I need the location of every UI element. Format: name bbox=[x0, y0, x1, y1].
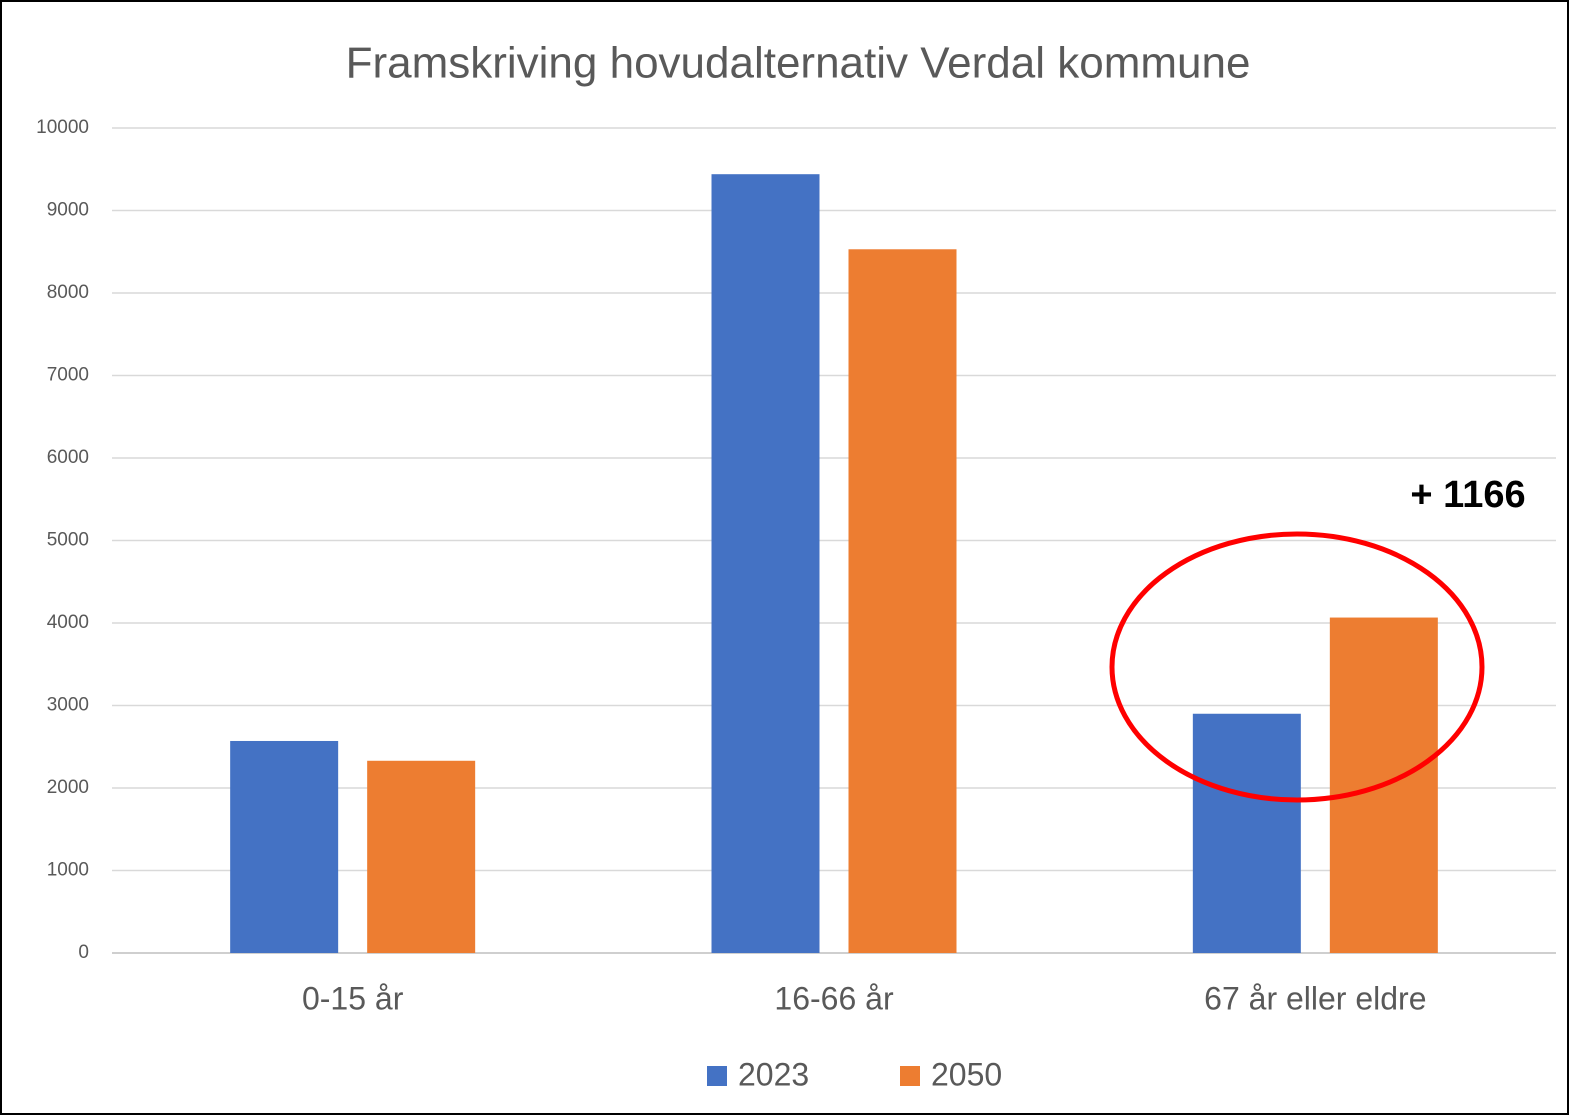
y-tick-label: 2000 bbox=[47, 777, 89, 798]
legend-swatch bbox=[707, 1066, 727, 1086]
legend-label: 2023 bbox=[738, 1056, 809, 1092]
x-tick-label: 0-15 år bbox=[302, 980, 404, 1016]
y-tick-label: 1000 bbox=[47, 860, 89, 881]
highlight-circle bbox=[1109, 531, 1485, 803]
bar bbox=[1192, 713, 1301, 953]
bar bbox=[367, 760, 476, 953]
x-tick-label: 67 år eller eldre bbox=[1204, 980, 1426, 1016]
y-tick-label: 9000 bbox=[47, 200, 89, 221]
y-tick-label: 8000 bbox=[47, 282, 89, 303]
annotation: + 1166 bbox=[1410, 474, 1525, 516]
bar bbox=[230, 740, 339, 953]
y-tick-label: 7000 bbox=[47, 365, 89, 386]
y-tick-label: 6000 bbox=[47, 447, 89, 468]
chart-title: Framskriving hovudalternativ Verdal komm… bbox=[346, 39, 1251, 88]
y-tick-label: 10000 bbox=[36, 117, 89, 138]
bar bbox=[848, 249, 957, 953]
legend-label: 2050 bbox=[931, 1056, 1002, 1092]
bar bbox=[711, 174, 820, 953]
legend-swatch bbox=[900, 1066, 920, 1086]
y-tick-label: 4000 bbox=[47, 612, 89, 633]
y-tick-label: 3000 bbox=[47, 695, 89, 716]
y-tick-label: 5000 bbox=[47, 530, 89, 551]
x-tick-label: 16-66 år bbox=[774, 980, 894, 1016]
y-tick-label: 0 bbox=[78, 942, 89, 963]
